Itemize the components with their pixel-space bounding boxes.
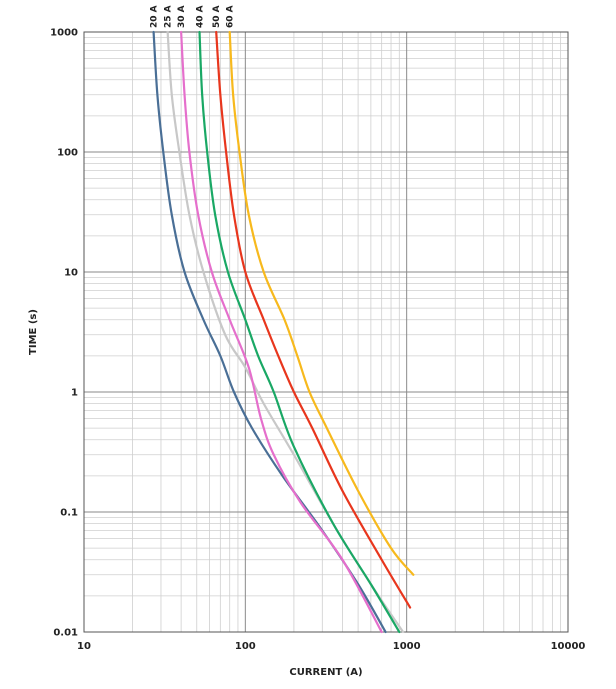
y-tick-label: 1 [71, 388, 78, 399]
series-label-6: 60 A [226, 5, 236, 28]
series-label-2: 25 A [164, 5, 174, 28]
y-axis-title: TIME (s) [28, 309, 39, 355]
series-label-4: 40 A [196, 5, 206, 28]
series-labels: 20 A 25 A 30 A 40 A 50 A 60 A [150, 5, 236, 28]
series-lines [152, 30, 415, 634]
y-tick-labels: 1000 100 10 1 0.1 0.01 [50, 28, 78, 639]
series-label-5: 50 A [212, 5, 222, 28]
y-tick-label: 0.01 [53, 628, 78, 639]
y-tick-label: 0.1 [60, 508, 78, 519]
grid-major [83, 31, 569, 633]
plot-frame [83, 31, 569, 633]
x-tick-label: 10000 [551, 641, 586, 652]
y-tick-label: 10 [64, 268, 78, 279]
series-label-3: 30 A [177, 5, 187, 28]
series-line-2 [166, 30, 405, 634]
x-tick-label: 100 [235, 641, 256, 652]
x-tick-labels: 10 100 1000 10000 [77, 641, 585, 652]
series-line-5 [215, 30, 412, 609]
y-tick-label: 1000 [50, 28, 78, 39]
y-tick-label: 100 [57, 148, 78, 159]
series-line-4 [198, 30, 401, 634]
x-axis-title: CURRENT (A) [289, 667, 362, 678]
grid-minor [84, 32, 568, 632]
x-tick-label: 10 [77, 641, 91, 652]
series-label-1: 20 A [150, 5, 160, 28]
series-line-6 [228, 30, 415, 576]
series-line-3 [180, 30, 383, 634]
x-tick-label: 1000 [393, 641, 421, 652]
